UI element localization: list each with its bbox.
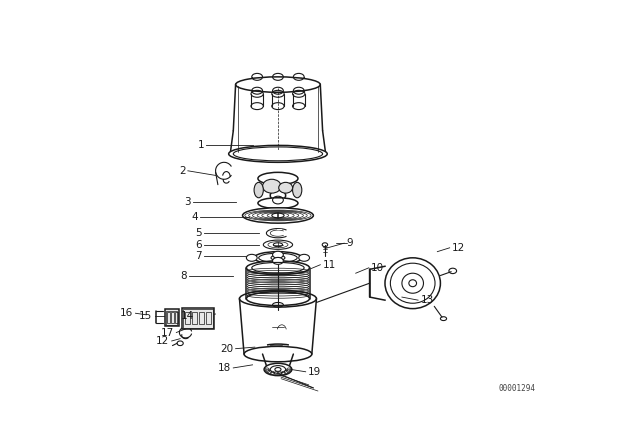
- Text: 00001294: 00001294: [498, 384, 535, 393]
- Text: 4: 4: [191, 212, 198, 222]
- Ellipse shape: [239, 290, 316, 307]
- Text: 17: 17: [161, 327, 174, 337]
- Ellipse shape: [254, 252, 302, 264]
- Ellipse shape: [258, 172, 298, 185]
- Bar: [198, 312, 204, 324]
- Text: 20: 20: [220, 344, 234, 353]
- Ellipse shape: [258, 198, 298, 208]
- Ellipse shape: [244, 346, 312, 362]
- Ellipse shape: [270, 190, 285, 201]
- Text: 6: 6: [195, 240, 202, 250]
- Ellipse shape: [262, 179, 281, 193]
- Text: 12: 12: [156, 336, 170, 346]
- Bar: [192, 312, 197, 324]
- Bar: [182, 308, 214, 329]
- Ellipse shape: [273, 251, 284, 258]
- Bar: [175, 313, 178, 323]
- Text: 7: 7: [195, 251, 202, 261]
- Ellipse shape: [264, 363, 292, 375]
- Text: 19: 19: [308, 367, 321, 377]
- Ellipse shape: [299, 254, 310, 261]
- Text: 13: 13: [420, 295, 434, 305]
- Bar: [205, 312, 211, 324]
- Ellipse shape: [385, 258, 440, 309]
- Text: 18: 18: [218, 363, 231, 373]
- Text: 9: 9: [346, 238, 353, 248]
- Ellipse shape: [267, 365, 289, 371]
- Ellipse shape: [254, 182, 263, 198]
- Bar: [166, 311, 177, 325]
- Ellipse shape: [273, 258, 284, 264]
- Text: 5: 5: [195, 228, 202, 238]
- Ellipse shape: [279, 182, 292, 193]
- Text: 12: 12: [452, 243, 465, 253]
- Ellipse shape: [246, 254, 257, 261]
- Ellipse shape: [263, 240, 292, 250]
- Bar: [183, 310, 212, 328]
- Ellipse shape: [228, 146, 327, 162]
- Bar: [167, 313, 170, 323]
- Ellipse shape: [243, 208, 314, 223]
- Ellipse shape: [236, 77, 320, 92]
- Text: 2: 2: [179, 166, 186, 176]
- Text: 15: 15: [139, 311, 152, 321]
- Bar: [171, 313, 174, 323]
- Text: 3: 3: [184, 197, 191, 207]
- Ellipse shape: [246, 292, 310, 306]
- Ellipse shape: [246, 261, 310, 275]
- Text: 14: 14: [180, 311, 194, 321]
- Text: 10: 10: [371, 263, 384, 273]
- Text: 16: 16: [120, 308, 133, 318]
- Text: 11: 11: [323, 260, 336, 270]
- Text: 8: 8: [180, 271, 187, 281]
- Ellipse shape: [292, 182, 302, 198]
- Bar: [185, 312, 190, 324]
- Text: 1: 1: [197, 140, 204, 150]
- Bar: [164, 310, 179, 326]
